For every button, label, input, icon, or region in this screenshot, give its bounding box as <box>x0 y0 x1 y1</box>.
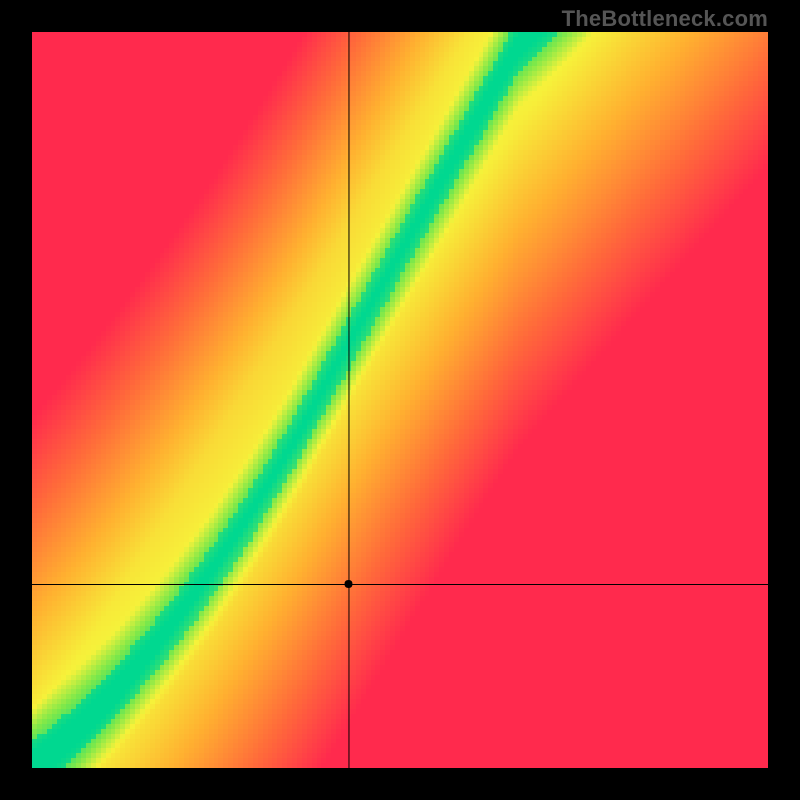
chart-container: TheBottleneck.com <box>0 0 800 800</box>
bottleneck-heatmap <box>32 32 768 768</box>
watermark-text: TheBottleneck.com <box>562 6 768 32</box>
